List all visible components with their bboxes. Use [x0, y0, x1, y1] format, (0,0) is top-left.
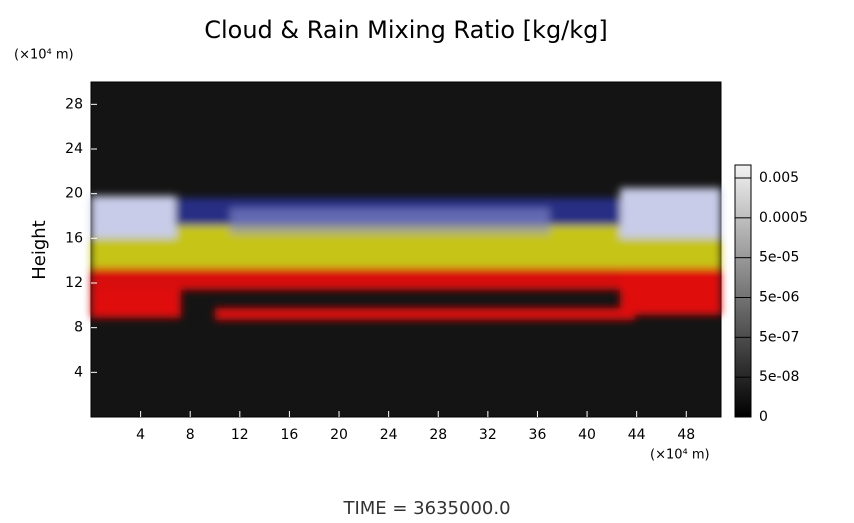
y-tick-label: 4: [74, 364, 83, 380]
volume-render: [91, 188, 721, 320]
y-tick-label: 16: [65, 230, 83, 246]
chart-title: Cloud & Rain Mixing Ratio [kg/kg]: [204, 16, 608, 44]
x-tick-label: 12: [231, 427, 249, 443]
y-label: Height: [29, 220, 50, 280]
colorbar-tick-label: 5e-08: [759, 369, 799, 385]
x-tick-label: 40: [578, 427, 596, 443]
colorbar-tick-label: 5e-05: [759, 250, 799, 266]
x-tick-label: 36: [529, 427, 547, 443]
colorbar-tick-label: 0.0005: [759, 210, 808, 226]
y-tick-label: 8: [74, 320, 83, 336]
y-tick-label: 28: [65, 96, 83, 112]
x-tick-label: 28: [429, 427, 447, 443]
y-tick-label: 24: [65, 141, 83, 157]
x-tick-label: 8: [186, 427, 195, 443]
x-tick-label: 32: [479, 427, 497, 443]
colorbar-tick-label: 0: [759, 409, 768, 425]
x-tick-label: 48: [677, 427, 695, 443]
colorbar-tick-label: 5e-07: [759, 329, 799, 345]
x-tick-label: 24: [380, 427, 398, 443]
colorbar: [734, 164, 752, 418]
y-tick-label: 12: [65, 275, 83, 291]
x-tick-label: 4: [136, 427, 145, 443]
time-label: TIME = 3635000.0: [342, 498, 510, 519]
x-tick-label: 16: [281, 427, 299, 443]
y-tick-label: 20: [65, 186, 83, 202]
x-unit: (×10⁴ m): [650, 448, 710, 463]
colorbar-tick-label: 5e-06: [759, 290, 799, 306]
y-unit: (×10⁴ m): [14, 48, 74, 63]
x-tick-label: 20: [330, 427, 348, 443]
x-tick-label: 44: [628, 427, 646, 443]
colorbar-tick-label: 0.005: [759, 170, 799, 186]
